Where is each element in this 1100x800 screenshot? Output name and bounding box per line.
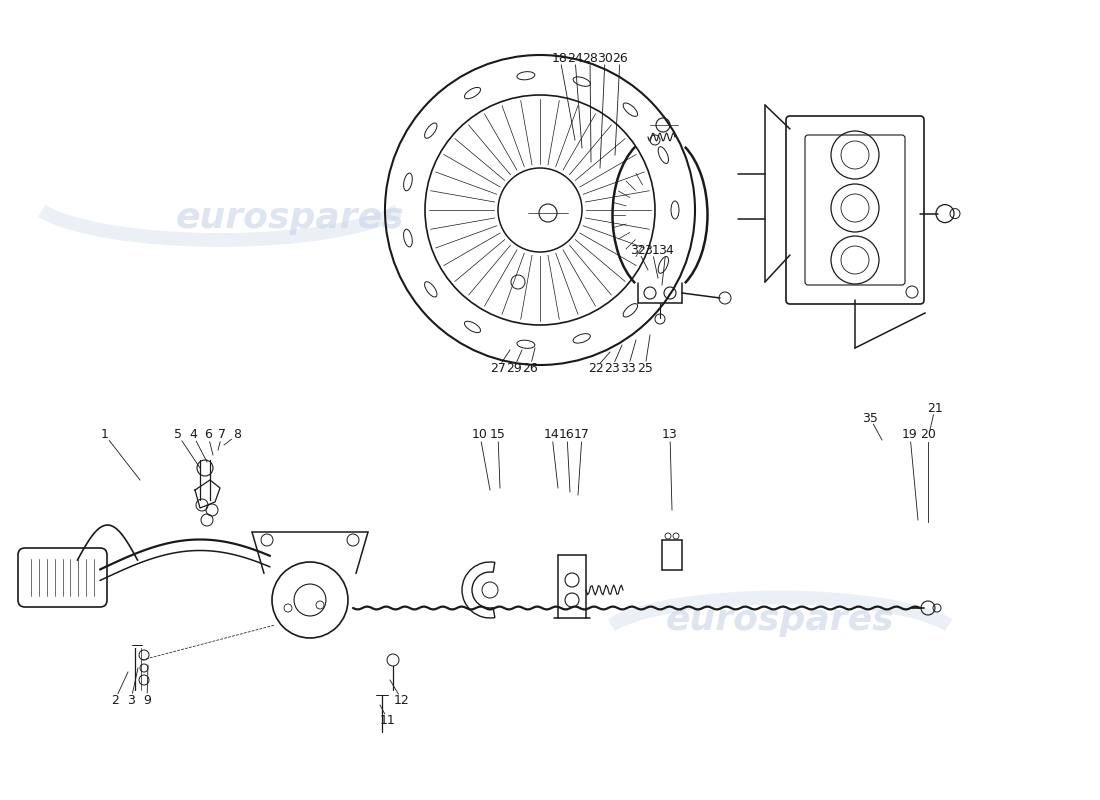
- Text: 17: 17: [574, 429, 590, 442]
- Text: 23: 23: [604, 362, 620, 374]
- Text: eurospares: eurospares: [176, 201, 405, 235]
- Text: 27: 27: [491, 362, 506, 374]
- Text: 13: 13: [662, 429, 678, 442]
- Text: 33: 33: [620, 362, 636, 374]
- Text: 32: 32: [630, 243, 646, 257]
- Text: 12: 12: [394, 694, 410, 706]
- Text: 34: 34: [658, 243, 674, 257]
- Text: eurospares: eurospares: [666, 603, 894, 637]
- Text: 14: 14: [544, 429, 560, 442]
- Text: 22: 22: [588, 362, 604, 374]
- Text: 1: 1: [101, 429, 109, 442]
- Text: 26: 26: [522, 362, 538, 374]
- Text: 16: 16: [559, 429, 575, 442]
- Text: 3: 3: [128, 694, 135, 706]
- Text: 24: 24: [568, 51, 583, 65]
- Text: 21: 21: [927, 402, 943, 414]
- Text: 5: 5: [174, 429, 182, 442]
- Text: 9: 9: [143, 694, 151, 706]
- Text: 2: 2: [111, 694, 119, 706]
- Text: 6: 6: [205, 429, 212, 442]
- Text: 19: 19: [902, 429, 917, 442]
- Text: 30: 30: [597, 51, 613, 65]
- Text: 10: 10: [472, 429, 488, 442]
- Text: 31: 31: [645, 243, 660, 257]
- Text: 26: 26: [612, 51, 628, 65]
- Text: 8: 8: [233, 429, 241, 442]
- Text: 29: 29: [506, 362, 521, 374]
- Text: 28: 28: [582, 51, 598, 65]
- Text: 35: 35: [862, 411, 878, 425]
- Text: 15: 15: [491, 429, 506, 442]
- Text: 18: 18: [552, 51, 568, 65]
- Text: 20: 20: [920, 429, 936, 442]
- Text: 11: 11: [381, 714, 396, 726]
- Text: 25: 25: [637, 362, 653, 374]
- Text: 7: 7: [218, 429, 226, 442]
- Text: 4: 4: [189, 429, 197, 442]
